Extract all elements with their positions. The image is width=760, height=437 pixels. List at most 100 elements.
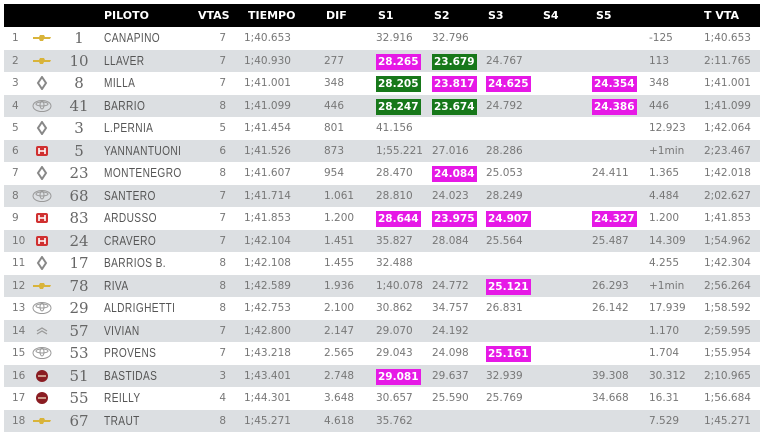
driver-name: CANAPINO (104, 30, 161, 45)
time: 1;43.218 (244, 347, 291, 359)
sector-1: 28.810 (376, 189, 413, 202)
table-row[interactable]: 9 83 ARDUSSO 7 1;41.853 1.200 28.644 23.975 24.9… (4, 207, 760, 230)
header-piloto: PILOTO (104, 9, 149, 22)
header-tvta: T VTA (704, 9, 740, 22)
diff: 1.451 (324, 234, 355, 247)
time: 1;42.800 (244, 324, 291, 337)
table-row[interactable]: 2 10 LLAVER 7 1;40.930 277 28.265 23.679 24.767 1… (4, 49, 760, 74)
table-row[interactable]: 13 29 ALDRIGHETTI 8 1;42.753 2.100 30.862 34.75… (4, 297, 760, 320)
position: 16 (12, 369, 26, 382)
diff: 2.565 (324, 347, 355, 359)
sector-2: 23.674 (432, 95, 477, 119)
last-lap-gap: 16.31 (649, 392, 680, 404)
table-row[interactable]: 8 68 SANTERO 7 1;41.714 1.061 28.810 24.023 28.2… (4, 184, 760, 207)
time: 1;41.454 (244, 122, 291, 134)
header-s1: S1 (378, 9, 394, 22)
best-personal-sector: 25.161 (486, 346, 531, 362)
table-row[interactable]: 14 57 VIVIAN 7 1;42.800 2.147 29.070 24.192 1.17… (4, 319, 760, 342)
best-personal-sector: 24.907 (486, 211, 531, 227)
sector-2: 32.796 (432, 32, 469, 44)
fiat-logo-icon (32, 391, 52, 405)
last-lap-time: 1;42.304 (704, 257, 751, 269)
header-s3: S3 (488, 9, 504, 22)
driver-name: MILLA (104, 75, 136, 90)
sector-1: 29.043 (376, 347, 413, 359)
time: 1;42.589 (244, 279, 291, 292)
driver-name: BARRIO (104, 97, 146, 113)
last-lap-time: 1;41.853 (704, 212, 751, 224)
laps: 7 (219, 324, 226, 337)
diff: 4.618 (324, 414, 355, 427)
sector-1: 28.265 (376, 50, 421, 74)
position: 14 (12, 324, 26, 337)
laps: 7 (219, 32, 226, 44)
time: 1;41.607 (244, 167, 291, 179)
sector-5: 24.386 (592, 95, 637, 119)
laps: 6 (219, 144, 226, 157)
last-lap-gap: +1min (649, 144, 685, 157)
honda-logo-icon (32, 211, 52, 225)
best-personal-sector: 23.817 (432, 76, 477, 92)
driver-name: ALDRIGHETTI (104, 300, 176, 315)
last-lap-time: 2;10.965 (704, 369, 751, 382)
table-row[interactable]: 1 1 CANAPINO 7 1;40.653 32.916 32.796 -125 1;40.… (4, 27, 760, 50)
sector-2: 34.757 (432, 302, 469, 314)
laps: 3 (219, 369, 226, 382)
table-row[interactable]: 11 17 BARRIOS B. 8 1;42.108 1.455 32.488 4.255 1… (4, 252, 760, 275)
last-lap-time: 1;58.592 (704, 302, 751, 314)
best-personal-sector: 24.354 (592, 76, 637, 92)
car-number: 1 (74, 29, 84, 47)
diff: 348 (324, 77, 345, 89)
sector-2: 24.023 (432, 189, 469, 202)
time: 1;41.099 (244, 99, 291, 112)
sector-5: 25.487 (592, 234, 629, 247)
chevrolet-logo-icon (32, 54, 52, 68)
table-row[interactable]: 17 55 REILLY 4 1;44.301 3.648 30.657 25.590 25.7… (4, 387, 760, 410)
last-lap-time: 1;54.962 (704, 234, 751, 247)
laps: 7 (219, 212, 226, 224)
table-row[interactable]: 6 5 YANNANTUONI 6 1;41.526 873 1;55.221 27.016 2… (4, 139, 760, 162)
table-row[interactable]: 5 3 L.PERNIA 5 1;41.454 801 41.156 12.923 1;42.0… (4, 117, 760, 140)
renault-logo-icon (32, 255, 52, 271)
table-row[interactable]: 7 23 MONTENEGRO 8 1;41.607 954 28.470 24.084 25.… (4, 162, 760, 185)
driver-name: REILLY (104, 390, 141, 405)
table-row[interactable]: 3 8 MILLA 7 1;41.001 348 28.205 23.817 24.625 24.… (4, 72, 760, 95)
laps: 8 (219, 99, 226, 112)
table-row[interactable]: 15 53 PROVENS 7 1;43.218 2.565 29.043 24.098 25.… (4, 342, 760, 365)
table-row[interactable]: 10 24 CRAVERO 7 1;42.104 1.451 35.827 28.084 25.… (4, 229, 760, 252)
laps: 8 (219, 414, 226, 427)
last-lap-gap: 1.200 (649, 212, 680, 224)
sector-2: 25.590 (432, 392, 469, 404)
last-lap-time: 2;56.264 (704, 279, 751, 292)
position: 1 (12, 32, 19, 44)
sector-3: 25.564 (486, 234, 523, 247)
diff: 2.147 (324, 324, 355, 337)
position: 9 (12, 212, 19, 224)
fiat-logo-icon (32, 369, 52, 383)
sector-1: 41.156 (376, 122, 413, 134)
car-number: 57 (69, 321, 89, 340)
table-row[interactable]: 16 51 BASTIDAS 3 1;43.401 2.748 29.081 29.637 32… (4, 364, 760, 387)
time: 1;41.714 (244, 189, 291, 202)
position: 8 (12, 189, 19, 202)
car-number: 5 (74, 141, 84, 160)
position: 7 (12, 167, 19, 179)
table-row[interactable]: 12 78 RIVA 8 1;42.589 1.936 1;40.078 24.772 25.1… (4, 274, 760, 297)
last-lap-gap: 12.923 (649, 122, 686, 134)
header-s2: S2 (434, 9, 450, 22)
laps: 8 (219, 167, 226, 179)
laps: 5 (219, 122, 226, 134)
table-row[interactable]: 4 41 BARRIO 8 1;41.099 446 28.247 23.674 24.792 2… (4, 94, 760, 119)
best-overall-sector: 23.679 (432, 53, 477, 70)
last-lap-gap: 4.484 (649, 189, 680, 202)
last-lap-time: 1;41.001 (704, 77, 751, 89)
sector-5: 26.142 (592, 302, 629, 314)
driver-name: TRAUT (104, 412, 140, 428)
time: 1;43.401 (244, 369, 291, 382)
honda-logo-icon (32, 144, 52, 158)
sector-2: 27.016 (432, 144, 469, 157)
sector-2: 24.192 (432, 324, 469, 337)
table-row[interactable]: 18 67 TRAUT 8 1;45.271 4.618 35.762 7.529 1;45.2… (4, 409, 760, 432)
last-lap-time: 2;23.467 (704, 144, 751, 157)
car-number: 24 (69, 231, 89, 250)
